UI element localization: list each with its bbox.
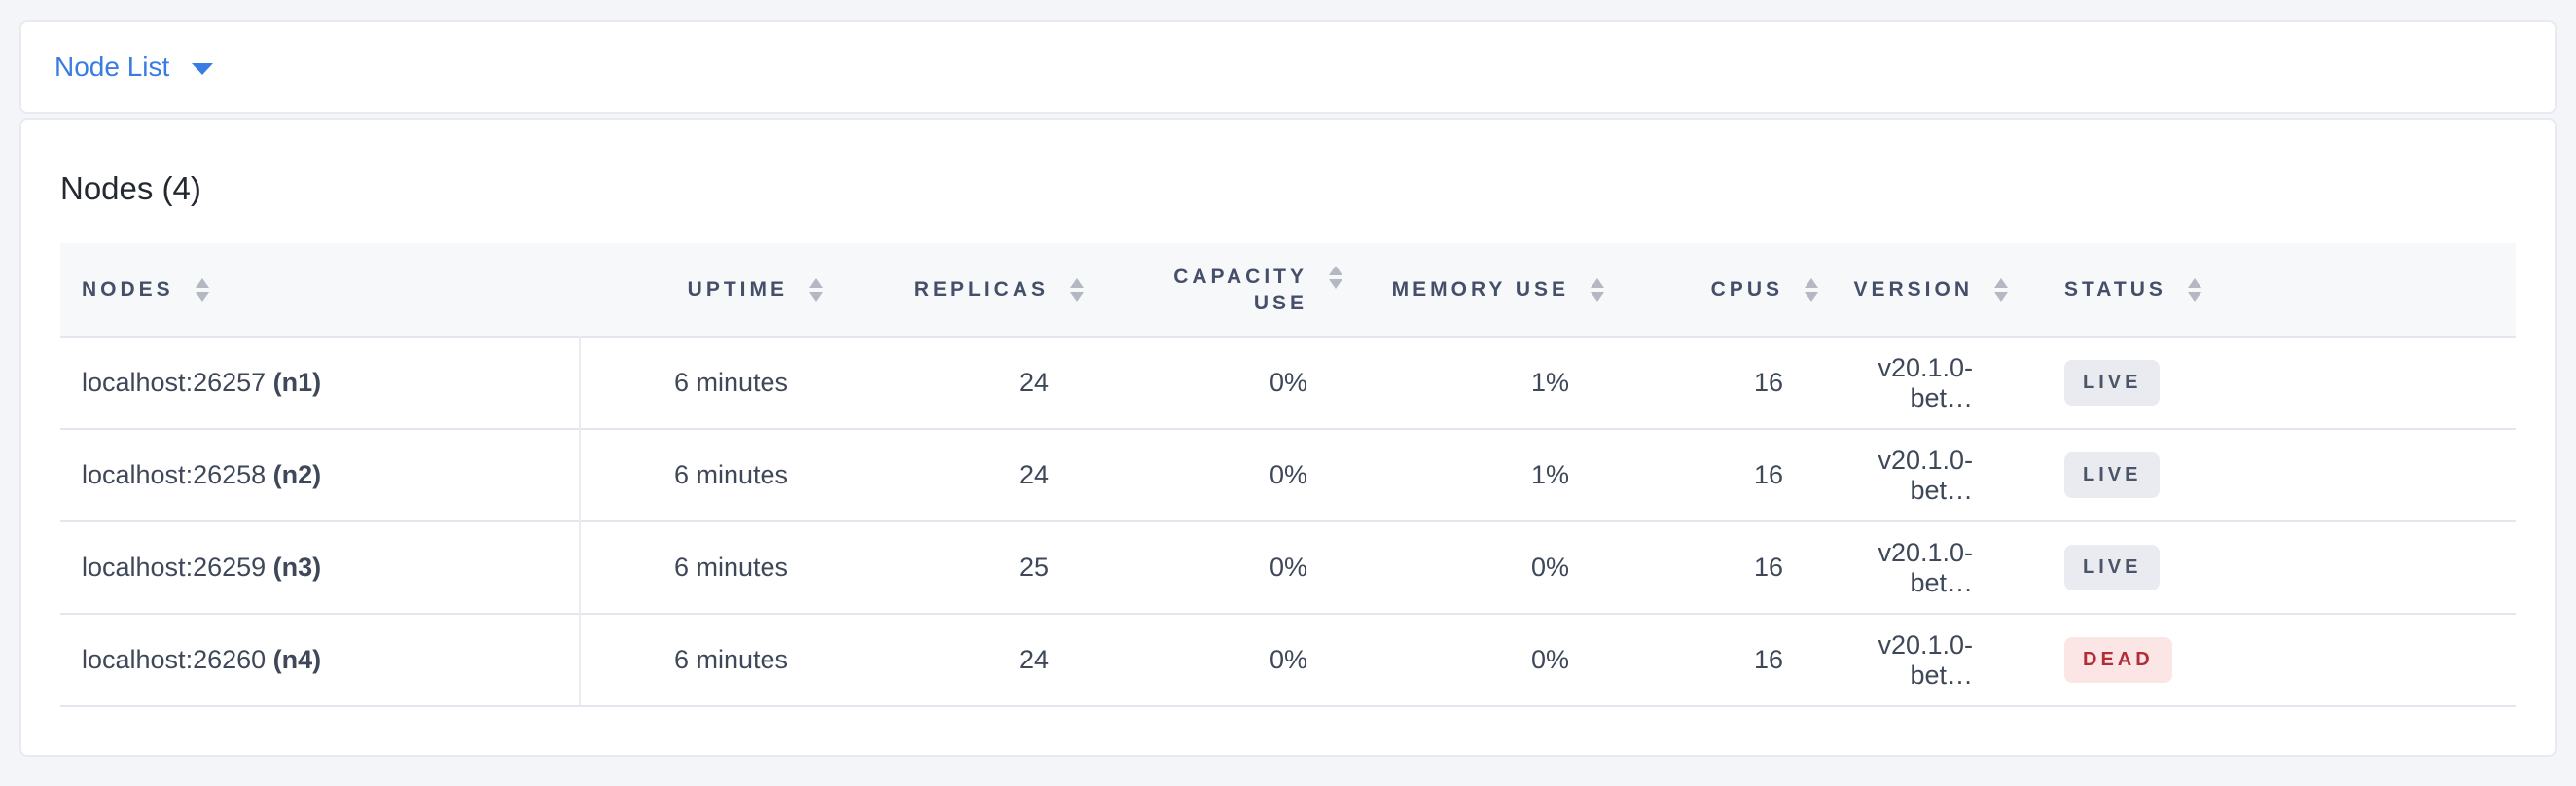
node-replicas: 24: [823, 428, 1084, 521]
view-selector-dropdown[interactable]: Node List: [54, 52, 214, 83]
node-uptime: 6 minutes: [580, 336, 823, 429]
node-cpus: 16: [1604, 336, 1818, 429]
node-cpus: 16: [1604, 428, 1818, 521]
table-header-row: NODES UPTIME REPLICAS: [60, 243, 2516, 337]
node-uptime: 6 minutes: [580, 428, 823, 521]
view-selector-label: Node List: [54, 52, 170, 82]
status-badge: LIVE: [2064, 360, 2161, 406]
node-status-cell: DEAD: [2008, 613, 2516, 707]
node-address: localhost:26257: [82, 368, 267, 397]
view-selector-bar: Node List: [19, 20, 2557, 114]
table-row: localhost:26257 (n1) 6 minutes 24 0% 1% …: [60, 336, 2516, 429]
sort-arrows-icon[interactable]: [809, 277, 823, 302]
node-id: (n4): [272, 645, 322, 674]
column-header-uptime[interactable]: UPTIME: [580, 243, 823, 337]
column-header-version[interactable]: VERSION: [1818, 243, 2008, 337]
node-address: localhost:26258: [82, 460, 267, 489]
node-status-cell: LIVE: [2008, 520, 2516, 614]
node-id: (n2): [272, 460, 322, 489]
node-status-cell: LIVE: [2008, 428, 2516, 521]
node-capacity-use: 0%: [1084, 520, 1342, 614]
node-memory-use: 0%: [1342, 520, 1604, 614]
caret-down-icon: [192, 62, 214, 75]
sort-arrows-icon[interactable]: [1591, 277, 1604, 302]
node-address-cell: localhost:26259 (n3): [60, 520, 581, 614]
nodes-card: Nodes (4) NODES UPTIME: [19, 118, 2557, 757]
node-address: localhost:26259: [82, 553, 267, 582]
column-header-capacity-use[interactable]: CAPACITY USE: [1084, 243, 1342, 337]
node-replicas: 24: [823, 613, 1084, 707]
node-address-cell: localhost:26260 (n4): [60, 613, 581, 707]
node-uptime: 6 minutes: [580, 613, 823, 707]
node-version: v20.1.0-bet…: [1818, 520, 2008, 614]
column-header-cpus[interactable]: CPUS: [1604, 243, 1818, 337]
sort-arrows-icon[interactable]: [1329, 266, 1342, 289]
node-cpus: 16: [1604, 520, 1818, 614]
node-version: v20.1.0-bet…: [1818, 613, 2008, 707]
node-replicas: 24: [823, 336, 1084, 429]
node-address: localhost:26260: [82, 645, 267, 674]
table-row: localhost:26258 (n2) 6 minutes 24 0% 1% …: [60, 428, 2516, 521]
column-header-memory-use[interactable]: MEMORY USE: [1342, 243, 1604, 337]
sort-arrows-icon[interactable]: [195, 277, 209, 302]
column-header-replicas[interactable]: REPLICAS: [823, 243, 1084, 337]
table-row: localhost:26259 (n3) 6 minutes 25 0% 0% …: [60, 520, 2516, 614]
node-memory-use: 1%: [1342, 336, 1604, 429]
node-memory-use: 0%: [1342, 613, 1604, 707]
node-status-cell: LIVE: [2008, 336, 2516, 429]
column-header-status[interactable]: STATUS: [2008, 243, 2516, 337]
node-address-cell: localhost:26258 (n2): [60, 428, 581, 521]
node-version: v20.1.0-bet…: [1818, 336, 2008, 429]
node-cpus: 16: [1604, 613, 1818, 707]
status-badge: LIVE: [2064, 452, 2161, 498]
node-replicas: 25: [823, 520, 1084, 614]
node-version: v20.1.0-bet…: [1818, 428, 2008, 521]
node-id: (n1): [272, 368, 322, 397]
table-row: localhost:26260 (n4) 6 minutes 24 0% 0% …: [60, 613, 2516, 707]
node-address-cell: localhost:26257 (n1): [60, 336, 581, 429]
status-badge: DEAD: [2064, 637, 2172, 683]
node-uptime: 6 minutes: [580, 520, 823, 614]
nodes-table: NODES UPTIME REPLICAS: [60, 243, 2516, 707]
sort-arrows-icon[interactable]: [1994, 277, 2008, 302]
column-header-nodes[interactable]: NODES: [60, 243, 580, 337]
node-id: (n3): [272, 553, 322, 582]
status-badge: LIVE: [2064, 545, 2161, 590]
sort-arrows-icon[interactable]: [1070, 277, 1084, 302]
node-memory-use: 1%: [1342, 428, 1604, 521]
sort-arrows-icon[interactable]: [1805, 277, 1818, 302]
node-capacity-use: 0%: [1084, 613, 1342, 707]
sort-arrows-icon[interactable]: [2187, 277, 2201, 302]
node-capacity-use: 0%: [1084, 336, 1342, 429]
node-capacity-use: 0%: [1084, 428, 1342, 521]
page-title: Nodes (4): [60, 170, 201, 206]
